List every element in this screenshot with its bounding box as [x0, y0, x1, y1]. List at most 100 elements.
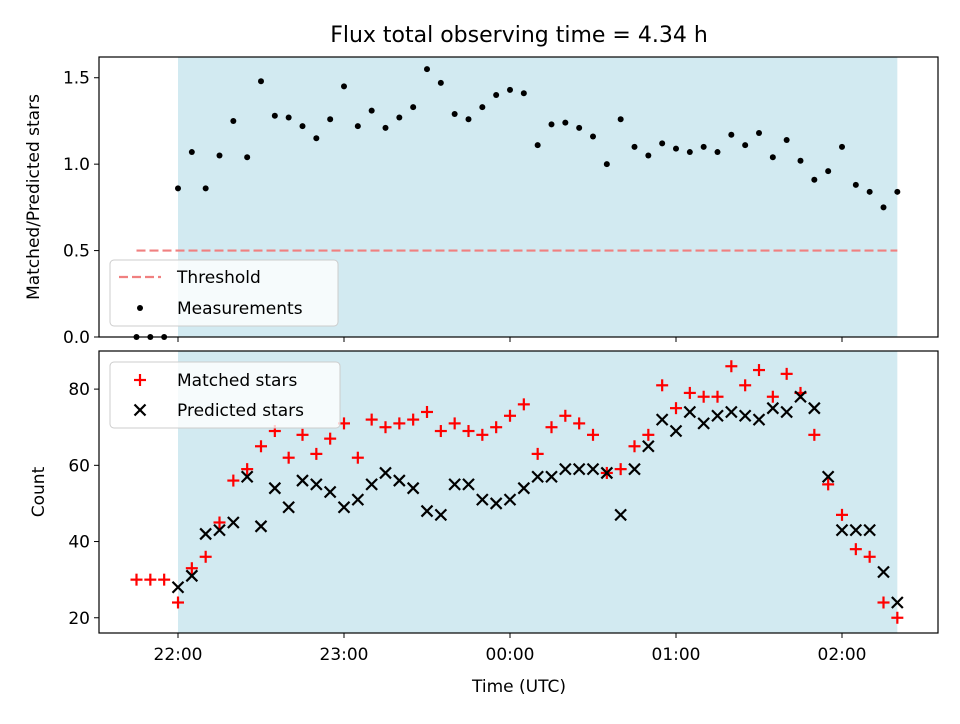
legend-predicted-swatch — [133, 403, 147, 417]
measurement-point — [437, 79, 444, 86]
matched-star-point — [836, 508, 848, 521]
predicted-star-point — [545, 470, 558, 484]
matched-star-point — [531, 447, 544, 460]
predicted-star-point — [725, 405, 738, 419]
predicted-star-point — [531, 470, 544, 484]
y-tick-label: 80 — [68, 380, 90, 400]
measurement-point — [271, 112, 278, 119]
predicted-star-point — [697, 417, 710, 430]
predicted-star-point — [476, 493, 489, 506]
legend-measurement-label: Measurements — [177, 299, 303, 319]
measurement-point — [756, 130, 762, 137]
matched-star-point — [365, 413, 378, 426]
y-tick-label: 20 — [68, 609, 90, 629]
matched-star-point — [517, 398, 530, 411]
legend-box — [109, 361, 341, 429]
measurement-point — [341, 83, 347, 90]
predicted-star-point — [254, 520, 268, 533]
measurement-point — [451, 111, 458, 118]
x-tick-label: 00:00 — [486, 645, 535, 665]
predicted-star-point — [489, 497, 503, 510]
measurement-point — [617, 116, 624, 123]
matched-star-point — [545, 421, 558, 434]
predicted-star-point — [296, 474, 309, 487]
matched-star-point — [725, 360, 738, 373]
measurement-point — [714, 149, 721, 156]
matched-star-point — [490, 421, 503, 434]
predicted-star-point — [600, 466, 614, 480]
measurement-point — [673, 145, 679, 152]
predicted-star-point — [849, 523, 863, 537]
predicted-star-point — [877, 565, 890, 579]
matched-star-point — [476, 428, 489, 441]
matched-star-point — [504, 409, 516, 422]
matched-star-point — [185, 562, 198, 575]
bottom-plot-frame — [98, 350, 939, 634]
legend-threshold-label: Threshold — [176, 268, 261, 288]
measurement-point — [852, 181, 859, 188]
y-tick-label: 40 — [68, 533, 90, 553]
matched-star-point — [808, 428, 821, 441]
measurement-point — [368, 107, 375, 114]
predicted-star-point — [711, 409, 724, 423]
x-tick-label: 02:00 — [818, 645, 867, 665]
legend-predicted-label: Predicted stars — [177, 401, 304, 421]
matched-star-point — [780, 367, 793, 380]
measurement-point — [548, 121, 555, 128]
y-tick-label: 0.5 — [63, 242, 90, 262]
predicted-star-point — [808, 401, 821, 415]
matched-star-point — [739, 379, 752, 392]
bottom-legend: Matched stars Predicted stars — [109, 361, 341, 429]
measurement-point — [659, 140, 666, 147]
predicted-star-point — [365, 478, 378, 491]
matched-star-point — [296, 428, 309, 441]
matched-star-point — [683, 386, 696, 399]
measurement-point — [728, 131, 735, 138]
measurement-point — [839, 143, 845, 150]
measurement-point — [175, 185, 181, 192]
matched-star-point — [407, 413, 420, 426]
x-tick-label: 23:00 — [320, 645, 369, 665]
matched-star-point — [849, 543, 862, 556]
measurement-point — [769, 154, 776, 161]
top-plot-area: 0.0 0.5 1.0 1.5 Threshold Measurements — [63, 56, 939, 348]
matched-star-point — [172, 596, 184, 609]
measurement-point — [742, 142, 749, 149]
matched-star-point — [448, 417, 461, 430]
predicted-star-point — [780, 405, 793, 419]
top-panel: Flux total observing time = 4.34 h Match… — [24, 23, 939, 348]
measurement-point — [576, 124, 583, 131]
measurement-point — [396, 114, 403, 121]
matched-star-point — [130, 573, 143, 586]
matched-star-point — [434, 425, 447, 438]
measurement-point — [894, 188, 901, 195]
y-tick-label: 1.5 — [63, 69, 90, 89]
predicted-star-point — [171, 580, 185, 594]
measurement-point — [603, 161, 610, 168]
predicted-star-point — [310, 478, 323, 491]
predicted-star-point — [738, 409, 752, 423]
predicted-star-point — [503, 493, 517, 506]
measurement-point — [534, 142, 541, 149]
matched-star-point — [199, 550, 212, 563]
matched-star-point — [158, 573, 171, 586]
matched-star-point — [379, 421, 392, 434]
legend-matched-swatch — [134, 374, 146, 386]
predicted-star-point — [406, 481, 420, 495]
predicted-star-point — [891, 596, 904, 609]
x-tick-label: 01:00 — [652, 645, 701, 665]
measurement-point — [700, 143, 707, 150]
matched-star-point — [227, 474, 240, 487]
legend-measurement-swatch — [137, 305, 143, 311]
predicted-star-point — [462, 478, 475, 491]
bottom-panel: Count Time (UTC) 20 40 60 80 22:00 23:00 00:00… — [29, 350, 939, 697]
matched-star-point — [863, 550, 876, 563]
predicted-star-point — [420, 504, 434, 518]
matched-star-point — [351, 451, 364, 464]
matched-star-point — [656, 379, 669, 392]
measurement-point — [424, 66, 430, 73]
measurement-point — [880, 204, 887, 211]
y-tick-label: 0.0 — [63, 328, 90, 348]
measurement-point — [866, 188, 873, 195]
